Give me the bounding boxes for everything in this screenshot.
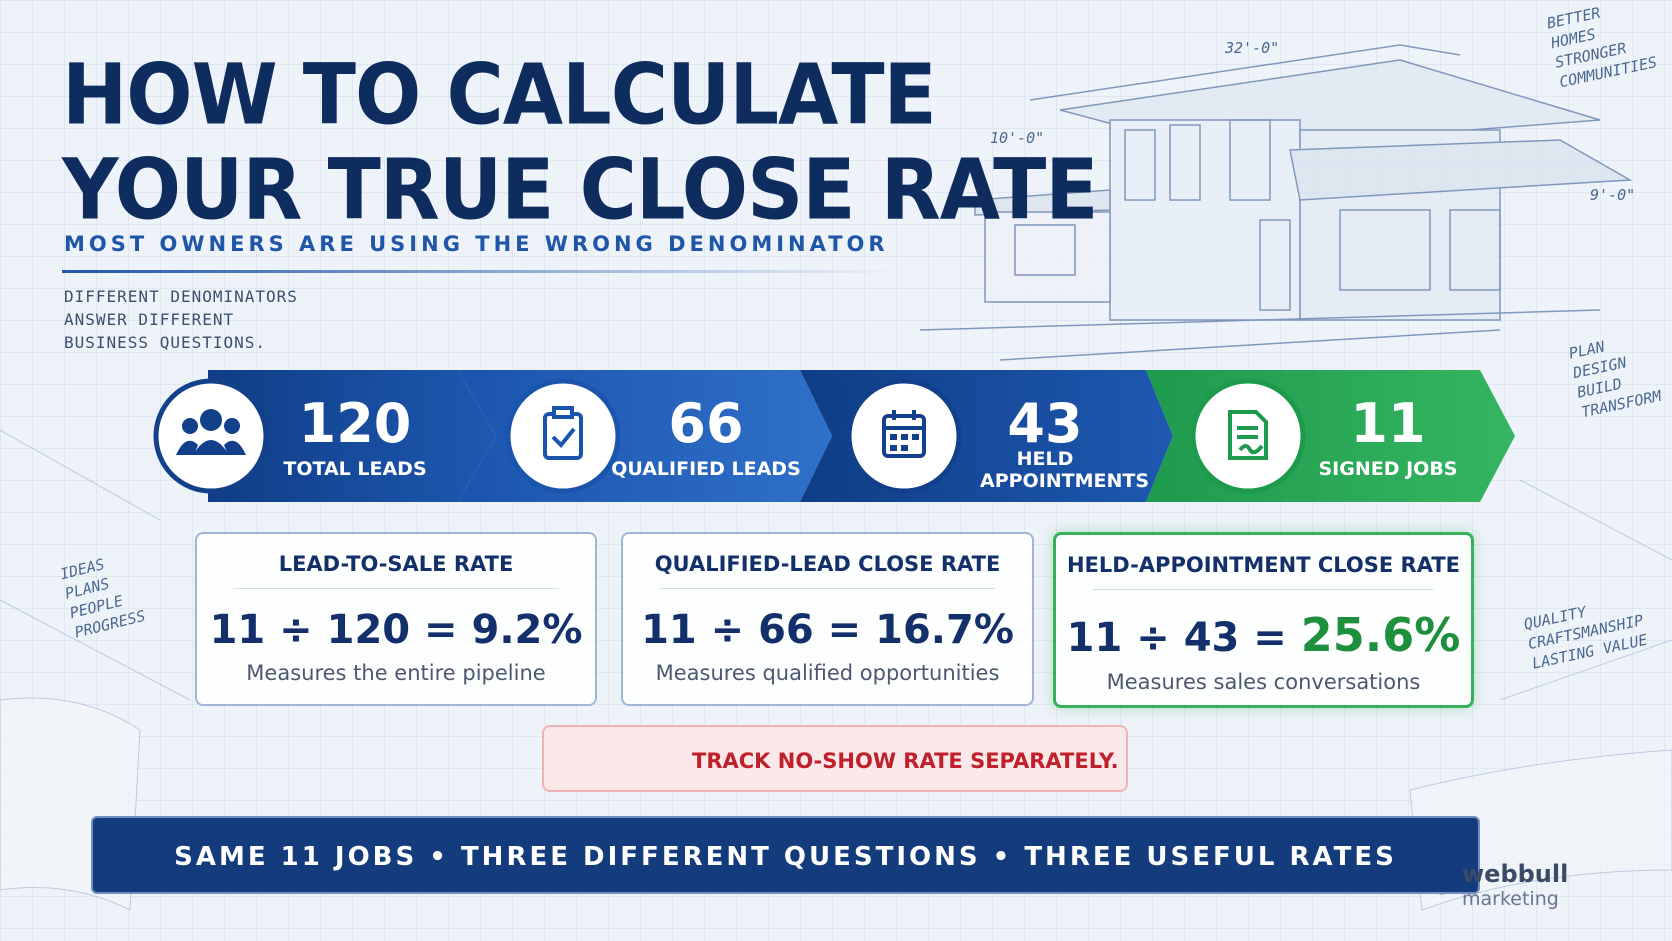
dimension-note: 32'-0"	[1225, 39, 1280, 57]
clipboard-icon	[543, 406, 583, 460]
rate-card: QUALIFIED-LEAD CLOSE RATE 11 ÷ 66 = 16.7%…	[621, 532, 1034, 706]
rate-description: Measures qualified opportunities	[655, 661, 1000, 685]
formula: 11 ÷ 43 =	[1066, 615, 1287, 661]
contract-icon	[1228, 410, 1268, 460]
people-icon	[176, 409, 246, 455]
footer-banner: SAME 11 JOBS • THREE DIFFERENT QUESTIONS…	[91, 816, 1480, 894]
logo-name: webbull	[1462, 860, 1569, 888]
subtitle-rule	[62, 270, 902, 273]
rate-divider	[659, 588, 996, 589]
footer-text: SAME 11 JOBS • THREE DIFFERENT QUESTIONS…	[174, 842, 1397, 872]
rate-formula: 11 ÷ 66 = 16.7%	[623, 607, 1032, 653]
note-line: DIFFERENT DENOMINATORS	[64, 287, 298, 306]
dimension-note: 9'-0"	[1590, 186, 1636, 204]
dimension-note: 10'-0"	[990, 129, 1045, 147]
rate-divider	[1093, 589, 1434, 590]
warning-box: TRACK NO-SHOW RATE SEPARATELY.	[542, 725, 1128, 792]
rate-result: 16.7%	[875, 607, 1014, 653]
formula: 11 ÷ 66 =	[641, 607, 862, 653]
house-sketch	[919, 44, 1633, 361]
logo-tagline: marketing	[1462, 888, 1559, 910]
rate-card: HELD-APPOINTMENT CLOSE RATE 11 ÷ 43 = 25.…	[1053, 532, 1474, 708]
step-label: QUALIFIED LEADS	[611, 458, 801, 480]
rate-title: HELD-APPOINTMENT CLOSE RATE	[1066, 553, 1461, 577]
step-number: 11	[1350, 392, 1426, 455]
rate-card: LEAD-TO-SALE RATE 11 ÷ 120 = 9.2% Measures…	[195, 532, 597, 706]
subtitle: MOST OWNERS ARE USING THE WRONG DENOMINA…	[64, 232, 889, 256]
rate-result: 25.6%	[1300, 608, 1461, 662]
step-number: 120	[298, 392, 412, 455]
funnel-icons	[153, 378, 1306, 494]
title: HOW TO CALCULATE YOUR TRUE CLOSE RATE	[62, 46, 1099, 240]
rate-title: QUALIFIED-LEAD CLOSE RATE	[654, 552, 1001, 576]
rate-description: Measures the entire pipeline	[246, 661, 546, 685]
step-label: TOTAL LEADS	[283, 458, 427, 480]
step-label: HELD APPOINTMENTS	[980, 448, 1150, 492]
sketch-note: PLAN DESIGN BUILD TRANSFORM	[1567, 327, 1663, 422]
note-line: ANSWER DIFFERENT	[64, 310, 235, 329]
note: DIFFERENT DENOMINATORS ANSWER DIFFERENT …	[64, 285, 298, 354]
step-number: 66	[668, 392, 744, 455]
title-line: HOW TO CALCULATE	[62, 46, 937, 145]
rate-divider	[232, 588, 560, 589]
note-line: BUSINESS QUESTIONS.	[64, 333, 267, 352]
icon-circle	[505, 378, 621, 494]
rate-formula: 11 ÷ 120 = 9.2%	[197, 607, 595, 653]
rate-formula: 11 ÷ 43 = 25.6%	[1056, 608, 1471, 662]
calendar-icon	[882, 410, 926, 458]
icon-circle	[153, 378, 269, 494]
rate-description: Measures sales conversations	[1106, 670, 1421, 694]
title-line: YOUR TRUE CLOSE RATE	[62, 141, 1099, 240]
rate-result: 9.2%	[471, 607, 583, 653]
chevron	[208, 370, 496, 502]
step-number: 43	[1007, 392, 1083, 455]
warning-text: TRACK NO-SHOW RATE SEPARATELY.	[692, 749, 1119, 773]
step-label: SIGNED JOBS	[1318, 458, 1458, 480]
rate-title: LEAD-TO-SALE RATE	[278, 552, 514, 576]
formula: 11 ÷ 120 =	[209, 607, 458, 653]
